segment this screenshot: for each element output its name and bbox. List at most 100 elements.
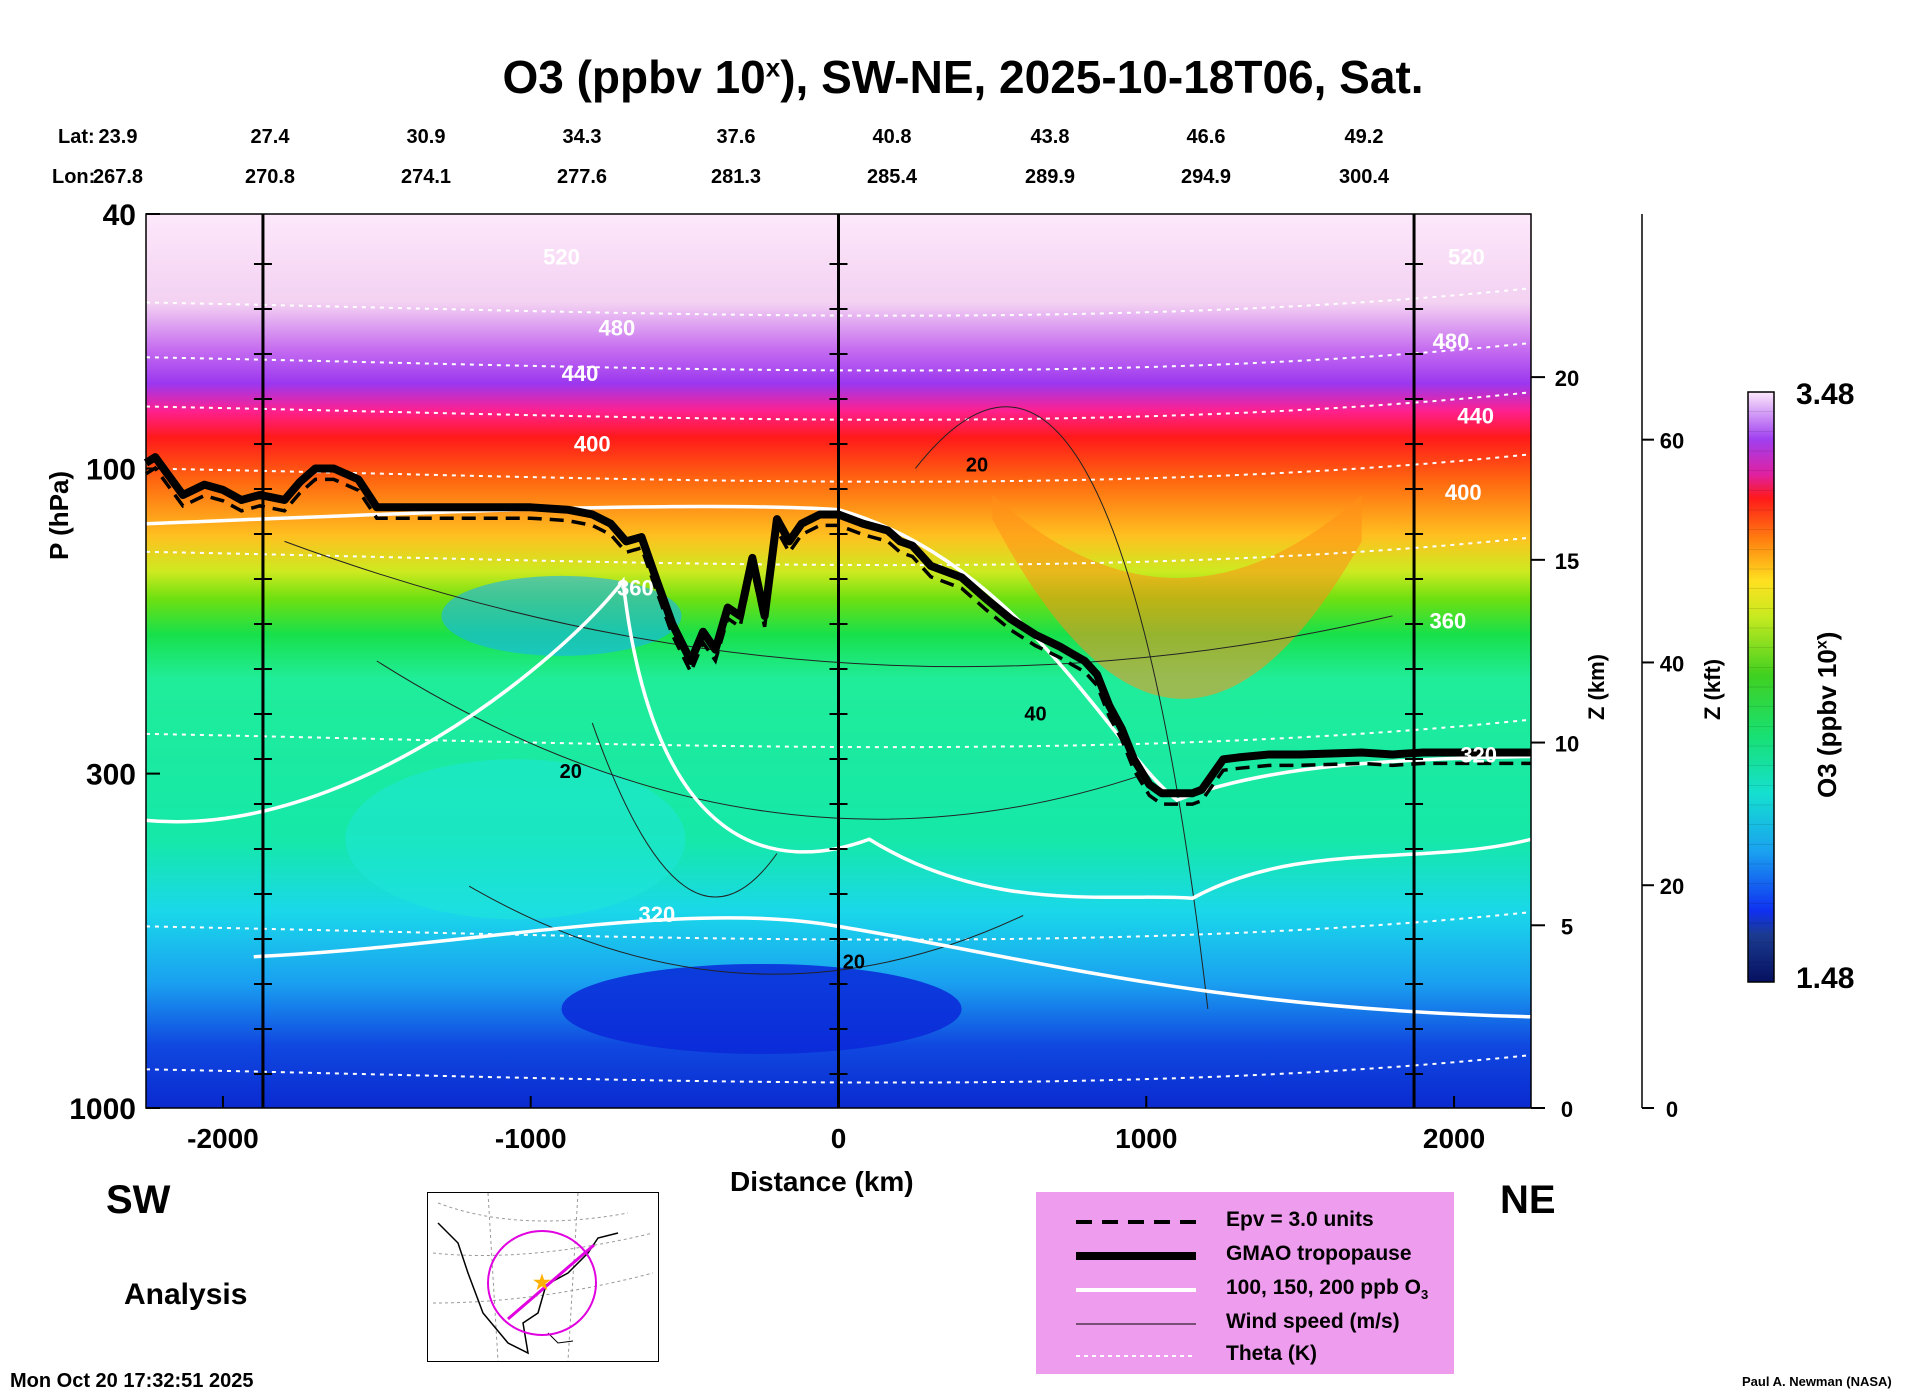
theta-line xyxy=(145,391,1532,421)
timestamp: Mon Oct 20 17:32:51 2025 xyxy=(10,1370,254,1392)
latitude-value: 40.8 xyxy=(872,126,912,148)
longitude-value: 289.9 xyxy=(1024,166,1076,188)
ne-label: NE xyxy=(1500,1178,1556,1222)
colorbar-title: O3 (ppbv 10x) xyxy=(1812,631,1842,798)
z-kft-axis-label: Z (kft) xyxy=(1700,658,1725,720)
latitude-value: 43.8 xyxy=(1030,126,1070,148)
y-tick-label: 1000 xyxy=(69,1093,136,1126)
latitude-value: 34.3 xyxy=(562,126,602,148)
lat-label: Lat: xyxy=(58,126,95,148)
low-ozone-region xyxy=(441,575,682,656)
y-tick-label: 300 xyxy=(86,759,136,792)
longitude-value: 277.6 xyxy=(556,166,608,188)
longitude-value: 267.8 xyxy=(92,166,144,188)
theta-label: 480 xyxy=(1433,329,1470,354)
longitude-value: 285.4 xyxy=(866,166,918,188)
legend-item-theta: Theta (K) xyxy=(1036,1342,1454,1374)
x-axis-label: Distance (km) xyxy=(730,1166,914,1197)
legend-item-wind: Wind speed (m/s) xyxy=(1036,1310,1454,1342)
ozone-contour xyxy=(145,576,1532,901)
low-ozone-region xyxy=(345,759,686,920)
theta-line xyxy=(145,718,1532,749)
location-inset-map: ★ xyxy=(427,1192,659,1362)
theta-label: 360 xyxy=(1430,609,1467,634)
z-km-tick-label: 10 xyxy=(1555,732,1579,757)
inset-map-svg: ★ xyxy=(432,1192,654,1362)
ozone-contour xyxy=(145,504,1532,803)
y-tick-label: 100 xyxy=(86,453,136,486)
longitude-value: 270.8 xyxy=(244,166,296,188)
svg-text:★: ★ xyxy=(533,1272,551,1294)
low-ozone-pool xyxy=(561,963,962,1054)
longitude-value: 274.1 xyxy=(400,166,452,188)
legend-item-tropopause: GMAO tropopause xyxy=(1036,1242,1454,1274)
wind-speed-label: 20 xyxy=(843,951,865,973)
wind-speed-line xyxy=(591,722,778,898)
latitude-value: 37.6 xyxy=(716,126,756,148)
legend-swatch-wind xyxy=(1076,1323,1196,1325)
z-km-tick-label: 5 xyxy=(1561,914,1573,939)
latitude-value: 23.9 xyxy=(98,126,138,148)
stratospheric-intrusion xyxy=(992,494,1362,699)
x-tick-label: 1000 xyxy=(1115,1123,1177,1154)
theta-line xyxy=(145,911,1532,941)
theta-label: 360 xyxy=(617,576,654,601)
legend-item-epv: Epv = 3.0 units xyxy=(1036,1208,1454,1240)
latitude-value: 49.2 xyxy=(1344,126,1384,148)
z-kft-tick-label: 60 xyxy=(1660,429,1684,454)
x-tick-label: -1000 xyxy=(495,1123,567,1154)
theta-label: 320 xyxy=(639,902,676,927)
z-km-tick-label: 15 xyxy=(1555,549,1579,574)
colorbar xyxy=(1747,391,1775,983)
credit: Paul A. Newman (NASA) xyxy=(1742,1374,1892,1389)
wind-speed-label: 40 xyxy=(1024,704,1046,726)
z-km-axis-label: Z (km) xyxy=(1584,654,1609,720)
wind-speed-line xyxy=(376,660,1147,820)
colorbar-max-label: 3.48 xyxy=(1796,378,1855,411)
legend: Epv = 3.0 units GMAO tropopause 100, 150… xyxy=(1036,1192,1454,1374)
x-tick-label: -2000 xyxy=(187,1123,259,1154)
y-tick-label: 40 xyxy=(103,199,136,232)
analysis-label: Analysis xyxy=(124,1278,248,1311)
latitude-value: 30.9 xyxy=(406,126,446,148)
legend-item-ozone: 100, 150, 200 ppb O3 xyxy=(1036,1276,1454,1308)
y-axis-label: P (hPa) xyxy=(44,470,74,560)
theta-label: 400 xyxy=(574,431,611,456)
theta-label: 400 xyxy=(1445,480,1482,505)
z-kft-tick-label: 20 xyxy=(1660,874,1684,899)
chart-title: O3 (ppbv 10x), SW-NE, 2025-10-18T06, Sat… xyxy=(502,51,1424,103)
legend-swatch-ozone xyxy=(1076,1288,1196,1292)
longitude-value: 294.9 xyxy=(1180,166,1232,188)
z-kft-tick-label: 0 xyxy=(1666,1097,1678,1122)
theta-label: 480 xyxy=(599,316,636,341)
colorbar-min-label: 1.48 xyxy=(1796,962,1855,995)
theta-label: 440 xyxy=(1457,403,1494,428)
legend-swatch-epv xyxy=(1076,1220,1196,1224)
z-km-tick-label: 20 xyxy=(1555,366,1579,391)
theta-label: 520 xyxy=(543,245,580,270)
theta-line xyxy=(145,1054,1532,1084)
z-km-tick-label: 0 xyxy=(1561,1097,1573,1122)
lon-label: Lon: xyxy=(52,166,96,188)
wind-speed-label: 20 xyxy=(966,454,988,476)
theta-line xyxy=(145,342,1532,372)
theta-label: 440 xyxy=(562,361,599,386)
x-tick-label: 0 xyxy=(831,1123,847,1154)
latitude-value: 46.6 xyxy=(1186,126,1226,148)
tropopause-line xyxy=(143,453,1531,798)
legend-swatch-tropopause xyxy=(1076,1252,1196,1260)
wind-speed-label: 20 xyxy=(560,761,582,783)
longitude-value: 281.3 xyxy=(710,166,762,188)
legend-swatch-theta xyxy=(1076,1355,1196,1357)
latitude-value: 27.4 xyxy=(250,126,290,148)
longitude-value: 300.4 xyxy=(1338,166,1390,188)
theta-line xyxy=(145,287,1532,317)
theta-label: 320 xyxy=(1460,742,1497,767)
theta-line xyxy=(145,453,1532,483)
z-kft-tick-label: 40 xyxy=(1660,651,1684,676)
theta-line xyxy=(145,536,1532,567)
theta-label: 520 xyxy=(1448,245,1485,270)
sw-label: SW xyxy=(106,1178,171,1222)
x-tick-label: 2000 xyxy=(1423,1123,1485,1154)
